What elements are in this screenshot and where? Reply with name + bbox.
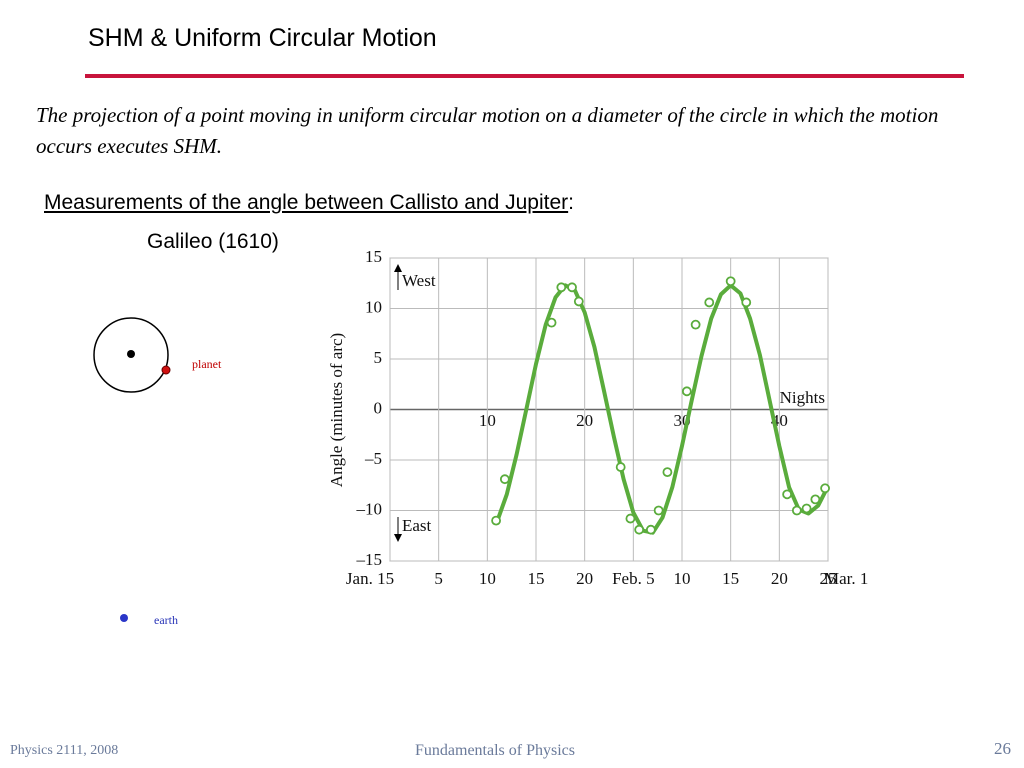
- y-axis-label: Angle (minutes of arc): [327, 333, 346, 487]
- footer-left: Physics 2111, 2008: [10, 743, 119, 758]
- data-point: [573, 296, 584, 307]
- orbit: [93, 317, 169, 393]
- subtitle: Measurements of the angle between Callis…: [44, 191, 574, 215]
- y-tick-label: 5: [374, 348, 383, 367]
- y-tick-label: 15: [365, 247, 382, 266]
- intro-text: The projection of a point moving in unif…: [36, 103, 939, 158]
- subtitle-text: Measurements of the angle between Callis…: [44, 191, 569, 214]
- data-point: [645, 524, 656, 535]
- data-point: [725, 276, 736, 287]
- title-rule: [85, 74, 964, 78]
- nights-tick-label: 20: [576, 411, 593, 430]
- footer-center: Fundamentals of Physics: [415, 742, 575, 759]
- y-tick-label: –5: [364, 449, 382, 468]
- data-point: [653, 505, 664, 516]
- data-point: [791, 505, 802, 516]
- x-tick-label: 15: [528, 569, 545, 588]
- planet-dot: [161, 365, 171, 375]
- x-tick-label: 20: [771, 569, 788, 588]
- y-tick-label: 0: [374, 398, 383, 417]
- data-point: [625, 513, 636, 524]
- data-point: [546, 317, 557, 328]
- data-point: [662, 467, 673, 478]
- x-tick-label: 20: [576, 569, 593, 588]
- slide-title: SHM & Uniform Circular Motion: [88, 24, 437, 52]
- west-arrowhead: [394, 264, 402, 272]
- data-point: [741, 297, 752, 308]
- jupiter-dot: [127, 350, 135, 358]
- x-tick-label: Jan. 15: [346, 569, 394, 588]
- data-point: [801, 503, 812, 514]
- data-point: [704, 297, 715, 308]
- y-tick-label: –15: [356, 550, 383, 569]
- nights-tick-label: 10: [479, 411, 496, 430]
- subtitle-suffix: :: [568, 191, 574, 214]
- earth-dot: [120, 614, 128, 622]
- page-number: 26: [994, 739, 1011, 758]
- data-point: [615, 462, 626, 472]
- fit-curve: [495, 283, 830, 535]
- data-point: [810, 494, 821, 505]
- nights-label: Nights: [780, 388, 825, 407]
- data-point: [820, 483, 830, 494]
- west-label: West: [402, 271, 436, 290]
- data-point: [690, 319, 701, 330]
- east-label: East: [402, 516, 432, 535]
- x-tick-label: 10: [479, 569, 496, 588]
- earth-label: earth: [154, 613, 178, 627]
- data-point: [556, 282, 567, 293]
- source: Galileo (1610): [147, 230, 279, 253]
- y-tick-label: –10: [356, 499, 383, 518]
- x-tick-label: 10: [674, 569, 691, 588]
- x-tick-label: Feb. 5: [612, 569, 655, 588]
- planet-label: planet: [192, 357, 222, 371]
- data-point: [782, 489, 793, 500]
- x-tick-label: 25: [820, 569, 837, 588]
- data-point: [499, 474, 510, 485]
- x-tick-label: 5: [434, 569, 443, 588]
- east-arrowhead: [394, 534, 402, 542]
- x-tick-label: Mar. 1: [824, 569, 868, 588]
- data-point: [567, 282, 577, 293]
- x-tick-label: 15: [722, 569, 739, 588]
- data-point: [491, 515, 501, 526]
- data-point: [634, 524, 645, 535]
- data-point: [681, 386, 692, 397]
- y-tick-label: 10: [365, 297, 382, 316]
